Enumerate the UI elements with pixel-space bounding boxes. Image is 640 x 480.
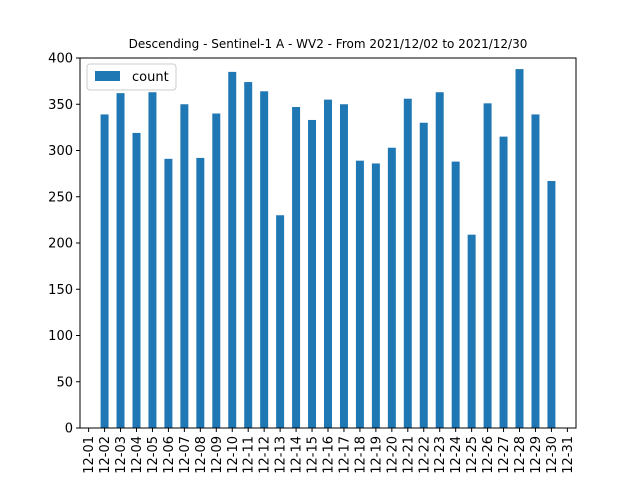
- bar-12-02: [100, 114, 109, 429]
- x-tick-label: 12-23: [433, 436, 448, 474]
- x-tick-label: 12-19: [369, 436, 384, 474]
- chart-title: Descending - Sentinel-1 A - WV2 - From 2…: [129, 37, 528, 51]
- x-tick-label: 12-10: [226, 436, 241, 474]
- x-tick-label: 12-28: [513, 436, 528, 474]
- y-tick-label: 350: [48, 98, 73, 113]
- bar-12-03: [116, 93, 125, 429]
- bar-12-29: [531, 114, 540, 429]
- y-tick-label: 250: [48, 190, 73, 205]
- bar-12-23: [435, 92, 444, 428]
- bar-12-04: [132, 132, 141, 428]
- x-tick-label: 12-17: [337, 436, 352, 474]
- legend-box: [86, 63, 177, 91]
- x-tick-label: 12-21: [401, 436, 416, 474]
- x-tick-label: 12-04: [130, 436, 145, 474]
- legend-label: count: [132, 70, 169, 85]
- bar-12-26: [483, 103, 492, 428]
- x-tick-label: 12-08: [194, 436, 209, 474]
- bar-12-05: [148, 92, 157, 428]
- x-tick-label: 12-22: [417, 436, 432, 474]
- y-tick-label: 400: [48, 52, 73, 67]
- x-tick-label: 12-29: [529, 436, 544, 474]
- bar-12-13: [276, 215, 285, 428]
- x-tick-label: 12-14: [290, 436, 305, 474]
- x-axis: 12-01 12-02 12-03 12-04 12-05 12-06 12-07 12-08…: [82, 428, 576, 474]
- x-tick-label: 12-31: [561, 436, 576, 474]
- y-axis: 0 50 100 150 200 250 300 350 400: [48, 52, 80, 437]
- x-tick-label: 12-18: [353, 436, 368, 474]
- bar-12-18: [355, 160, 364, 428]
- legend-swatch: [95, 71, 120, 81]
- bar-12-21: [403, 98, 412, 428]
- x-tick-label: 12-24: [449, 436, 464, 474]
- x-tick-label: 12-15: [306, 436, 321, 474]
- x-tick-label: 12-05: [146, 436, 161, 474]
- bar-12-30: [547, 181, 556, 428]
- bars-group: [100, 69, 556, 429]
- legend: count: [86, 63, 177, 91]
- bar-12-11: [244, 82, 253, 429]
- bar-12-16: [324, 99, 332, 429]
- y-tick-label: 100: [48, 329, 73, 344]
- bar-12-19: [371, 163, 380, 428]
- bar-12-15: [308, 119, 317, 428]
- bar-12-08: [196, 157, 205, 428]
- x-tick-label: 12-09: [210, 436, 225, 474]
- bar-12-06: [164, 158, 173, 428]
- bar-12-17: [339, 104, 348, 428]
- bar-12-24: [451, 161, 460, 428]
- x-tick-label: 12-02: [98, 436, 113, 474]
- x-tick-label: 12-11: [242, 436, 257, 474]
- bar-12-14: [292, 107, 301, 429]
- x-tick-label: 12-06: [162, 436, 177, 474]
- y-tick-label: 0: [65, 422, 73, 437]
- y-tick-label: 50: [56, 375, 73, 390]
- x-tick-label: 12-26: [481, 436, 496, 474]
- x-tick-label: 12-03: [114, 436, 129, 474]
- x-tick-label: 12-07: [178, 436, 193, 474]
- bar-12-09: [212, 113, 221, 428]
- y-tick-label: 300: [48, 144, 73, 159]
- x-tick-label: 12-12: [258, 436, 273, 474]
- bar-12-07: [180, 104, 189, 428]
- bar-12-27: [499, 136, 508, 429]
- bar-12-20: [387, 147, 396, 429]
- plot-frame: [79, 57, 577, 429]
- bar-12-25: [467, 234, 476, 428]
- x-tick-label: 12-27: [497, 436, 512, 474]
- x-tick-label: 12-30: [545, 436, 560, 474]
- x-tick-label: 12-16: [322, 436, 337, 474]
- bar-12-12: [260, 91, 269, 429]
- bar-12-10: [228, 71, 237, 429]
- bar-12-28: [515, 69, 524, 428]
- bar-12-22: [419, 122, 428, 428]
- x-tick-label: 12-13: [274, 436, 289, 474]
- y-tick-label: 200: [48, 237, 73, 252]
- x-tick-label: 12-20: [385, 436, 400, 474]
- y-tick-label: 150: [48, 283, 73, 298]
- x-tick-label: 12-01: [82, 436, 97, 474]
- x-tick-label: 12-25: [465, 436, 480, 474]
